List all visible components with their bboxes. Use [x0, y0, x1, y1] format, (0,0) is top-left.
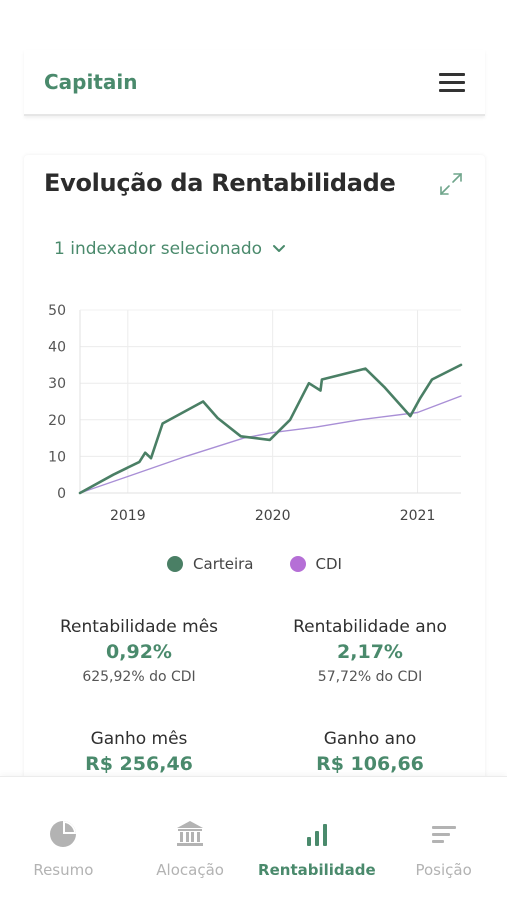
y-tick-label: 30	[48, 376, 66, 392]
chart-axes: 0 10 20 30 40 50 2019 2020 2021	[48, 303, 461, 524]
nav-item-resumo[interactable]: Resumo	[0, 777, 127, 900]
rentabilidade-card: Evolução da Rentabilidade 1 indexador se…	[24, 155, 485, 795]
y-tick-label: 0	[57, 486, 66, 502]
indexer-dropdown[interactable]: 1 indexador selecionado	[54, 239, 286, 259]
stat-value: 0,92%	[106, 641, 172, 663]
stat-value: R$ 106,66	[316, 753, 424, 775]
stat-sub: 625,92% do CDI	[82, 669, 196, 685]
nav-label: Resumo	[33, 861, 94, 879]
legend-item-carteira[interactable]: Carteira	[167, 555, 254, 573]
stat-label: Ganho mês	[90, 729, 188, 749]
legend-dot-cdi	[289, 556, 306, 572]
hamburger-menu-icon[interactable]	[439, 71, 465, 93]
rentabilidade-chart: 0 10 20 30 40 50 2019 2020 2021	[48, 303, 463, 524]
y-tick-label: 40	[48, 340, 66, 356]
chart-legend: Carteira CDI	[24, 555, 485, 573]
legend-item-cdi[interactable]: CDI	[289, 555, 342, 573]
nav-label: Alocação	[156, 861, 224, 879]
brand-title: Capitain	[44, 70, 138, 94]
indexer-label: 1 indexador selecionado	[54, 239, 263, 259]
chart-series	[78, 363, 463, 495]
stat-ganho-ano: Ganho ano R$ 106,66	[255, 729, 485, 775]
series-line-carteira	[78, 363, 463, 495]
x-tick-label: 2021	[400, 508, 436, 524]
legend-label-carteira: Carteira	[193, 555, 254, 573]
y-tick-label: 50	[48, 303, 66, 319]
series-line-cdi	[79, 395, 462, 494]
bank-icon	[177, 821, 204, 846]
chart-grid	[80, 309, 461, 494]
x-tick-label: 2019	[110, 508, 146, 524]
stat-value: R$ 256,46	[85, 753, 193, 775]
pie-chart-icon	[50, 821, 77, 847]
bottom-nav: Resumo Alocação Rentabilidade Posição	[0, 776, 507, 900]
stat-label: Rentabilidade mês	[59, 617, 219, 637]
chevron-down-icon	[273, 245, 286, 252]
nav-label: Posição	[415, 861, 472, 879]
stat-ganho-mes: Ganho mês R$ 256,46	[24, 729, 254, 775]
stat-sub: 57,72% do CDI	[317, 669, 423, 685]
nav-item-posicao[interactable]: Posição	[380, 777, 507, 900]
card-title: Evolução da Rentabilidade	[44, 169, 396, 197]
stat-label: Rentabilidade ano	[293, 617, 447, 637]
stat-rentabilidade-mes: Rentabilidade mês 0,92% 625,92% do CDI	[24, 617, 254, 685]
stat-label: Ganho ano	[323, 729, 417, 749]
nav-label: Rentabilidade	[258, 861, 376, 879]
x-tick-label: 2020	[255, 508, 291, 524]
y-tick-label: 20	[48, 413, 66, 429]
bar-chart-icon	[306, 824, 327, 846]
nav-item-alocacao[interactable]: Alocação	[127, 777, 254, 900]
stat-value: 2,17%	[337, 641, 403, 663]
list-icon	[431, 826, 456, 843]
legend-dot-carteira	[167, 556, 184, 572]
legend-label-cdi: CDI	[315, 555, 342, 573]
stat-rentabilidade-ano: Rentabilidade ano 2,17% 57,72% do CDI	[255, 617, 485, 685]
expand-icon[interactable]	[438, 171, 464, 197]
nav-item-rentabilidade[interactable]: Rentabilidade	[254, 777, 381, 900]
y-tick-label: 10	[48, 449, 66, 465]
app-header: Capitain	[24, 50, 485, 116]
